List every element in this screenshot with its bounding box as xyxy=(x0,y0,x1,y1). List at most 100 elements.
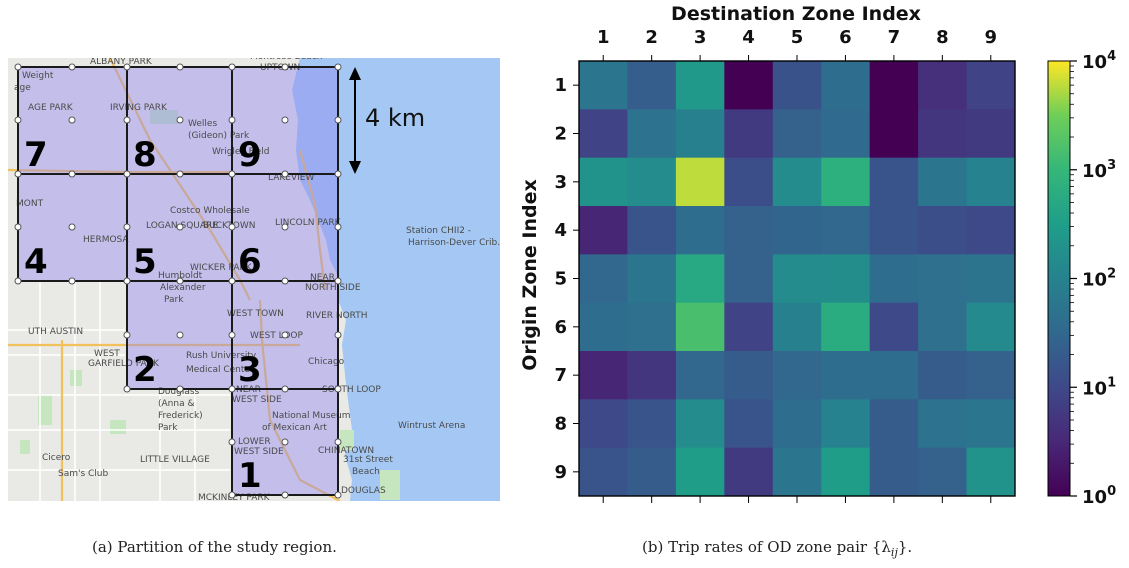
x-tick-label: 2 xyxy=(645,27,658,48)
heatmap-cell xyxy=(627,447,677,497)
heatmap-cell xyxy=(966,447,1016,497)
heatmap-cell xyxy=(675,351,725,400)
place-label: IRVING PARK xyxy=(110,103,168,113)
heatmap-cells xyxy=(579,61,1016,497)
grid-point xyxy=(123,116,131,124)
place-label: LOWER xyxy=(238,437,271,447)
y-tick-label: 5 xyxy=(554,269,567,290)
y-tick-label: 4 xyxy=(554,220,567,241)
x-axis-ticks: 1 2 3 4 5 6 7 8 9 xyxy=(597,27,997,503)
heatmap-cell xyxy=(869,302,919,352)
place-label: NORTH SIDE xyxy=(305,283,361,293)
heatmap-cell xyxy=(772,157,822,207)
heatmap-cell xyxy=(772,61,822,110)
heatmap-cell xyxy=(918,206,968,255)
heatmap-cell xyxy=(579,399,628,449)
heatmap-cell xyxy=(966,61,1016,110)
grid-point xyxy=(176,223,184,231)
y-tick-label: 9 xyxy=(554,462,567,483)
place-label: Weight xyxy=(22,71,54,81)
grid-point xyxy=(228,438,236,446)
colorbar-ticks: 100 101 102 103 104 xyxy=(1070,49,1116,508)
heatmap-cell xyxy=(579,351,628,400)
zone-label-9: 9 xyxy=(238,135,262,175)
grid-point xyxy=(228,331,236,339)
grid-point xyxy=(281,331,289,339)
x-tick-label: 3 xyxy=(694,27,707,48)
heatmap-cell xyxy=(966,399,1016,449)
heatmap-cell xyxy=(966,206,1016,255)
grid-point xyxy=(68,116,76,124)
place-label: Wintrust Arena xyxy=(398,421,465,431)
heatmap-cell xyxy=(675,206,725,255)
place-label: NEAR xyxy=(310,273,335,283)
heatmap-cell xyxy=(918,109,968,159)
colorbar-tick-label: 103 xyxy=(1082,158,1116,182)
grid-point xyxy=(68,223,76,231)
place-label: AGE PARK xyxy=(28,103,74,113)
heatmap-cell xyxy=(675,447,725,497)
grid-points xyxy=(14,63,342,499)
heatmap-cell xyxy=(966,254,1016,304)
heatmap-cell xyxy=(579,206,628,255)
heatmap-cell xyxy=(627,61,677,110)
place-label: UTH AUSTIN xyxy=(28,327,83,337)
heatmap-cell xyxy=(869,254,919,304)
place-label: Chicago xyxy=(308,357,345,367)
grid-point xyxy=(334,223,342,231)
heatmap-cell xyxy=(724,61,774,110)
highways xyxy=(8,58,341,501)
heatmap-cell xyxy=(627,109,677,159)
grid-point xyxy=(68,277,76,285)
street-grid xyxy=(8,282,230,501)
x-tick-label: 4 xyxy=(742,27,755,48)
grid-point xyxy=(228,170,236,178)
grid-point xyxy=(228,116,236,124)
grid-point xyxy=(281,491,289,499)
place-label: MONT xyxy=(16,199,44,209)
heatmap-cell xyxy=(579,302,628,352)
chart-title: Destination Zone Index xyxy=(671,3,921,25)
heatmap-cell xyxy=(821,399,871,449)
grid-point xyxy=(176,385,184,393)
y-tick-label: 3 xyxy=(554,172,567,193)
heatmap-cell xyxy=(821,61,871,110)
place-label: WEST xyxy=(94,349,120,359)
place-label: Park xyxy=(164,295,184,305)
y-axis-label: Origin Zone Index xyxy=(519,179,541,370)
place-label: WEST LOOP xyxy=(250,331,304,341)
colorbar xyxy=(1047,60,1071,497)
heatmap-cell xyxy=(627,254,677,304)
heatmap-cell xyxy=(675,109,725,159)
grid-point xyxy=(176,116,184,124)
place-label: Cicero xyxy=(42,453,71,463)
x-tick-label: 6 xyxy=(839,27,852,48)
place-label: (Gideon) Park xyxy=(188,131,250,141)
caption-b: (b) Trip rates of OD zone pair {λij}. xyxy=(642,538,912,559)
heatmap-cell xyxy=(869,61,919,110)
heatmap-cell xyxy=(821,157,871,207)
place-label: (Anna & xyxy=(158,399,194,409)
place-label: WEST SIDE xyxy=(234,447,284,457)
place-label: CHINATOWN xyxy=(318,446,374,456)
place-label: SOUTH LOOP xyxy=(322,385,381,395)
colorbar-tick-label: 100 xyxy=(1082,484,1116,508)
grid-point xyxy=(334,116,342,124)
grid-point xyxy=(176,170,184,178)
zone-labels: 1 2 3 4 5 6 7 8 9 xyxy=(24,135,262,496)
heatmap-cell xyxy=(627,157,677,207)
grid-point xyxy=(281,116,289,124)
place-label: National Museum xyxy=(272,411,351,421)
y-tick-label: 1 xyxy=(554,75,567,96)
heatmap-cell xyxy=(918,302,968,352)
x-tick-label: 7 xyxy=(888,27,901,48)
grid-point xyxy=(334,491,342,499)
zone-label-5: 5 xyxy=(133,242,157,282)
heatmap-panel: Destination Zone Index Origin Zone Index… xyxy=(519,3,1116,508)
heatmap-cell xyxy=(724,302,774,352)
place-label: WEST TOWN xyxy=(227,309,284,319)
grid-point xyxy=(228,385,236,393)
place-label: Park xyxy=(158,423,178,433)
place-label: GARFIELD PARK xyxy=(88,359,160,369)
heatmap-cell xyxy=(724,157,774,207)
